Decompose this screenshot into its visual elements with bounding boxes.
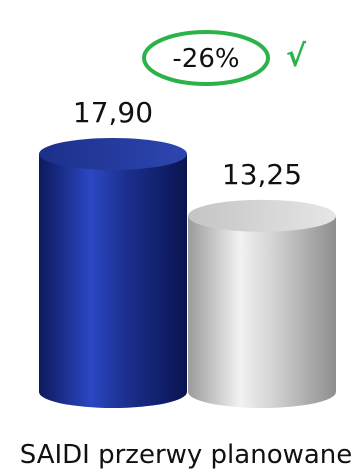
bar-1 bbox=[39, 138, 187, 408]
bar-2 bbox=[188, 199, 336, 408]
bar-2-body bbox=[188, 215, 336, 408]
x-axis-label: SAIDI przerwy planowane bbox=[20, 440, 353, 470]
value-labels-layer: 17,90 13,25 bbox=[73, 96, 302, 191]
bars-layer bbox=[39, 138, 336, 408]
bar-1-body bbox=[39, 154, 187, 408]
bar-2-top bbox=[188, 199, 336, 232]
change-annotation: -26% √ bbox=[142, 30, 307, 86]
value-label-1: 17,90 bbox=[73, 96, 153, 129]
annotation-text: -26% bbox=[172, 44, 239, 74]
bar-1-top bbox=[39, 138, 187, 170]
value-label-2: 13,25 bbox=[222, 158, 302, 191]
annotation-ellipse bbox=[142, 30, 270, 86]
checkmark-icon: √ bbox=[286, 39, 307, 74]
